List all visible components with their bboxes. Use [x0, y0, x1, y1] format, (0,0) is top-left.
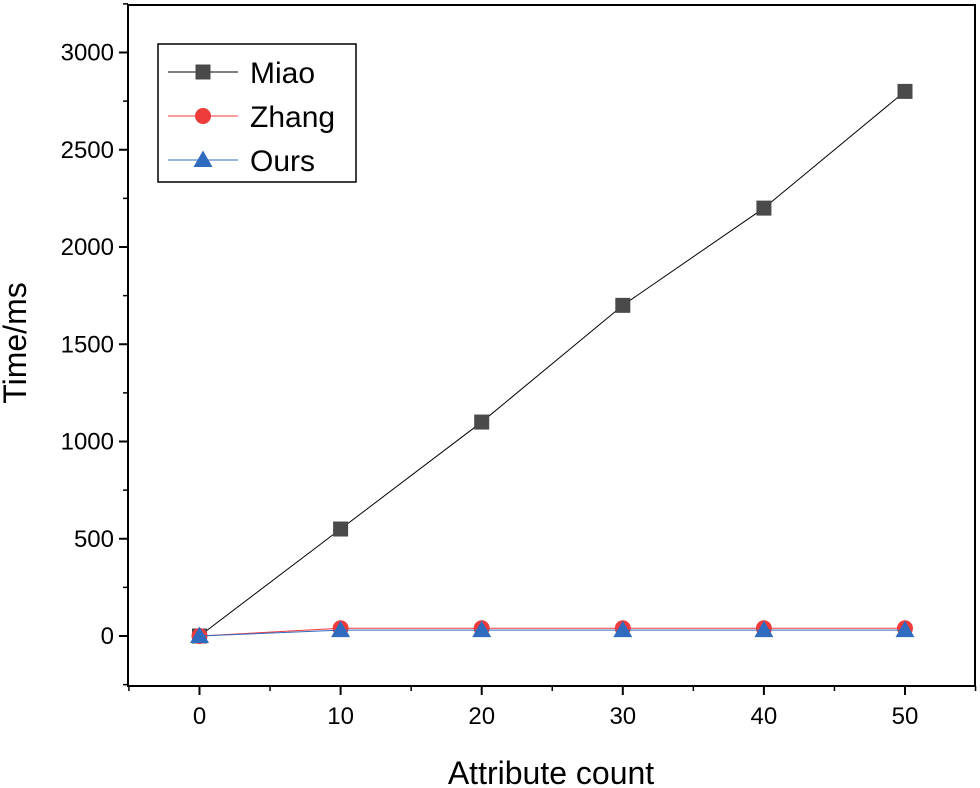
y-tick-label: 3000 — [61, 40, 114, 67]
legend-entry-zhang: Zhang — [168, 101, 335, 134]
series-miao-point — [333, 521, 349, 537]
x-tick-label: 30 — [609, 703, 636, 730]
y-tick-label: 500 — [74, 526, 114, 553]
x-tick-label: 20 — [468, 703, 495, 730]
legend-box — [157, 43, 357, 183]
legend-entry-zhang-label: Zhang — [250, 101, 335, 134]
y-tick-label: 1000 — [61, 429, 114, 456]
series-ours-point — [331, 620, 351, 638]
legend-entry-ours-marker — [193, 150, 213, 167]
series-ours-point — [754, 620, 774, 638]
series-miao-point — [897, 83, 913, 99]
y-tick-label: 2000 — [61, 234, 114, 261]
y-axis-title: Time/ms — [0, 282, 33, 403]
series-layer — [190, 83, 915, 644]
x-axis-title: Attribute count — [448, 755, 654, 788]
legend-entry-miao-label: Miao — [250, 57, 315, 90]
series-ours-point — [190, 626, 209, 643]
legend-entry-ours-label: Ours — [250, 145, 315, 178]
series-ours-point — [472, 620, 492, 638]
series-miao-point — [756, 200, 772, 216]
legend-entry-miao: Miao — [168, 57, 315, 90]
x-tick-label: 40 — [751, 703, 778, 730]
series-ours — [190, 620, 915, 643]
x-tick-label: 0 — [193, 703, 206, 730]
series-zhang-line — [199, 627, 905, 637]
x-tick-label: 50 — [892, 703, 919, 730]
series-ours-point — [613, 620, 633, 638]
x-tick-label: 10 — [327, 703, 354, 730]
series-ours-point — [895, 620, 915, 638]
legend-entry-ours: Ours — [168, 145, 315, 178]
series-miao-point — [615, 297, 631, 313]
legend-entry-zhang-marker — [195, 108, 211, 124]
y-tick-label: 0 — [101, 623, 114, 650]
series-ours-line — [199, 629, 905, 637]
legend: Miao Zhang Ours — [157, 43, 357, 183]
y-tick-label: 2500 — [61, 137, 114, 164]
series-miao-line — [199, 91, 906, 637]
y-tick-label: 1500 — [61, 331, 114, 358]
legend-entry-miao-marker — [195, 64, 211, 80]
series-miao-point — [474, 414, 490, 430]
